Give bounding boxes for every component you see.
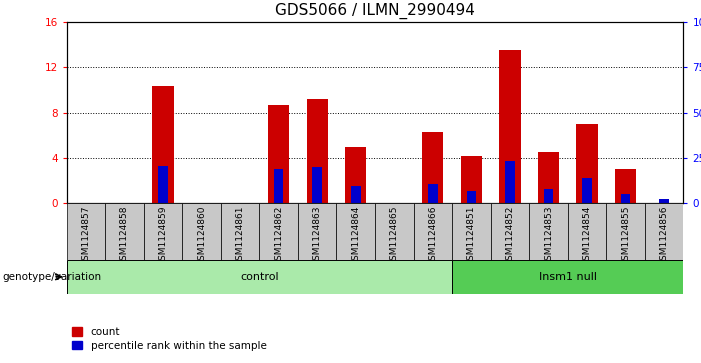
Bar: [259, 203, 298, 260]
Bar: [428, 184, 437, 203]
Bar: [313, 167, 322, 203]
Text: GSM1124861: GSM1124861: [236, 205, 245, 266]
Bar: [67, 203, 105, 260]
Bar: [414, 203, 452, 260]
Legend: count, percentile rank within the sample: count, percentile rank within the sample: [72, 327, 266, 351]
Bar: [568, 203, 606, 260]
Bar: [221, 203, 259, 260]
Text: genotype/variation: genotype/variation: [2, 272, 101, 282]
Text: GSM1124864: GSM1124864: [351, 205, 360, 266]
Bar: [158, 166, 168, 203]
Bar: [345, 147, 367, 203]
Bar: [529, 203, 568, 260]
Bar: [499, 50, 521, 203]
Bar: [306, 99, 328, 203]
Text: GSM1124859: GSM1124859: [158, 205, 168, 266]
Bar: [375, 203, 414, 260]
Text: GSM1124852: GSM1124852: [505, 205, 515, 266]
Text: GSM1124855: GSM1124855: [621, 205, 630, 266]
Bar: [152, 86, 174, 203]
Text: GSM1124858: GSM1124858: [120, 205, 129, 266]
Text: control: control: [240, 272, 279, 282]
Bar: [606, 203, 645, 260]
Text: GSM1124865: GSM1124865: [390, 205, 399, 266]
Bar: [467, 191, 476, 203]
Bar: [452, 203, 491, 260]
Bar: [505, 161, 515, 203]
Text: Insm1 null: Insm1 null: [539, 272, 597, 282]
Bar: [182, 203, 221, 260]
Text: GSM1124857: GSM1124857: [81, 205, 90, 266]
Text: GSM1124862: GSM1124862: [274, 205, 283, 266]
Text: GSM1124854: GSM1124854: [583, 205, 592, 266]
Bar: [351, 186, 360, 203]
Bar: [538, 152, 559, 203]
Bar: [336, 203, 375, 260]
Text: GSM1124860: GSM1124860: [197, 205, 206, 266]
Bar: [645, 203, 683, 260]
Bar: [67, 260, 452, 294]
Bar: [583, 178, 592, 203]
Bar: [660, 199, 669, 203]
Title: GDS5066 / ILMN_2990494: GDS5066 / ILMN_2990494: [275, 3, 475, 19]
Bar: [268, 105, 290, 203]
Bar: [274, 169, 283, 203]
Text: GSM1124853: GSM1124853: [544, 205, 553, 266]
Bar: [422, 132, 444, 203]
Bar: [452, 260, 683, 294]
Bar: [615, 169, 637, 203]
Bar: [544, 189, 553, 203]
Bar: [298, 203, 336, 260]
Text: GSM1124856: GSM1124856: [660, 205, 669, 266]
Bar: [576, 124, 598, 203]
Bar: [621, 194, 630, 203]
Text: GSM1124866: GSM1124866: [428, 205, 437, 266]
Bar: [144, 203, 182, 260]
Bar: [105, 203, 144, 260]
Text: GSM1124863: GSM1124863: [313, 205, 322, 266]
Bar: [461, 156, 482, 203]
Bar: [491, 203, 529, 260]
Text: GSM1124851: GSM1124851: [467, 205, 476, 266]
